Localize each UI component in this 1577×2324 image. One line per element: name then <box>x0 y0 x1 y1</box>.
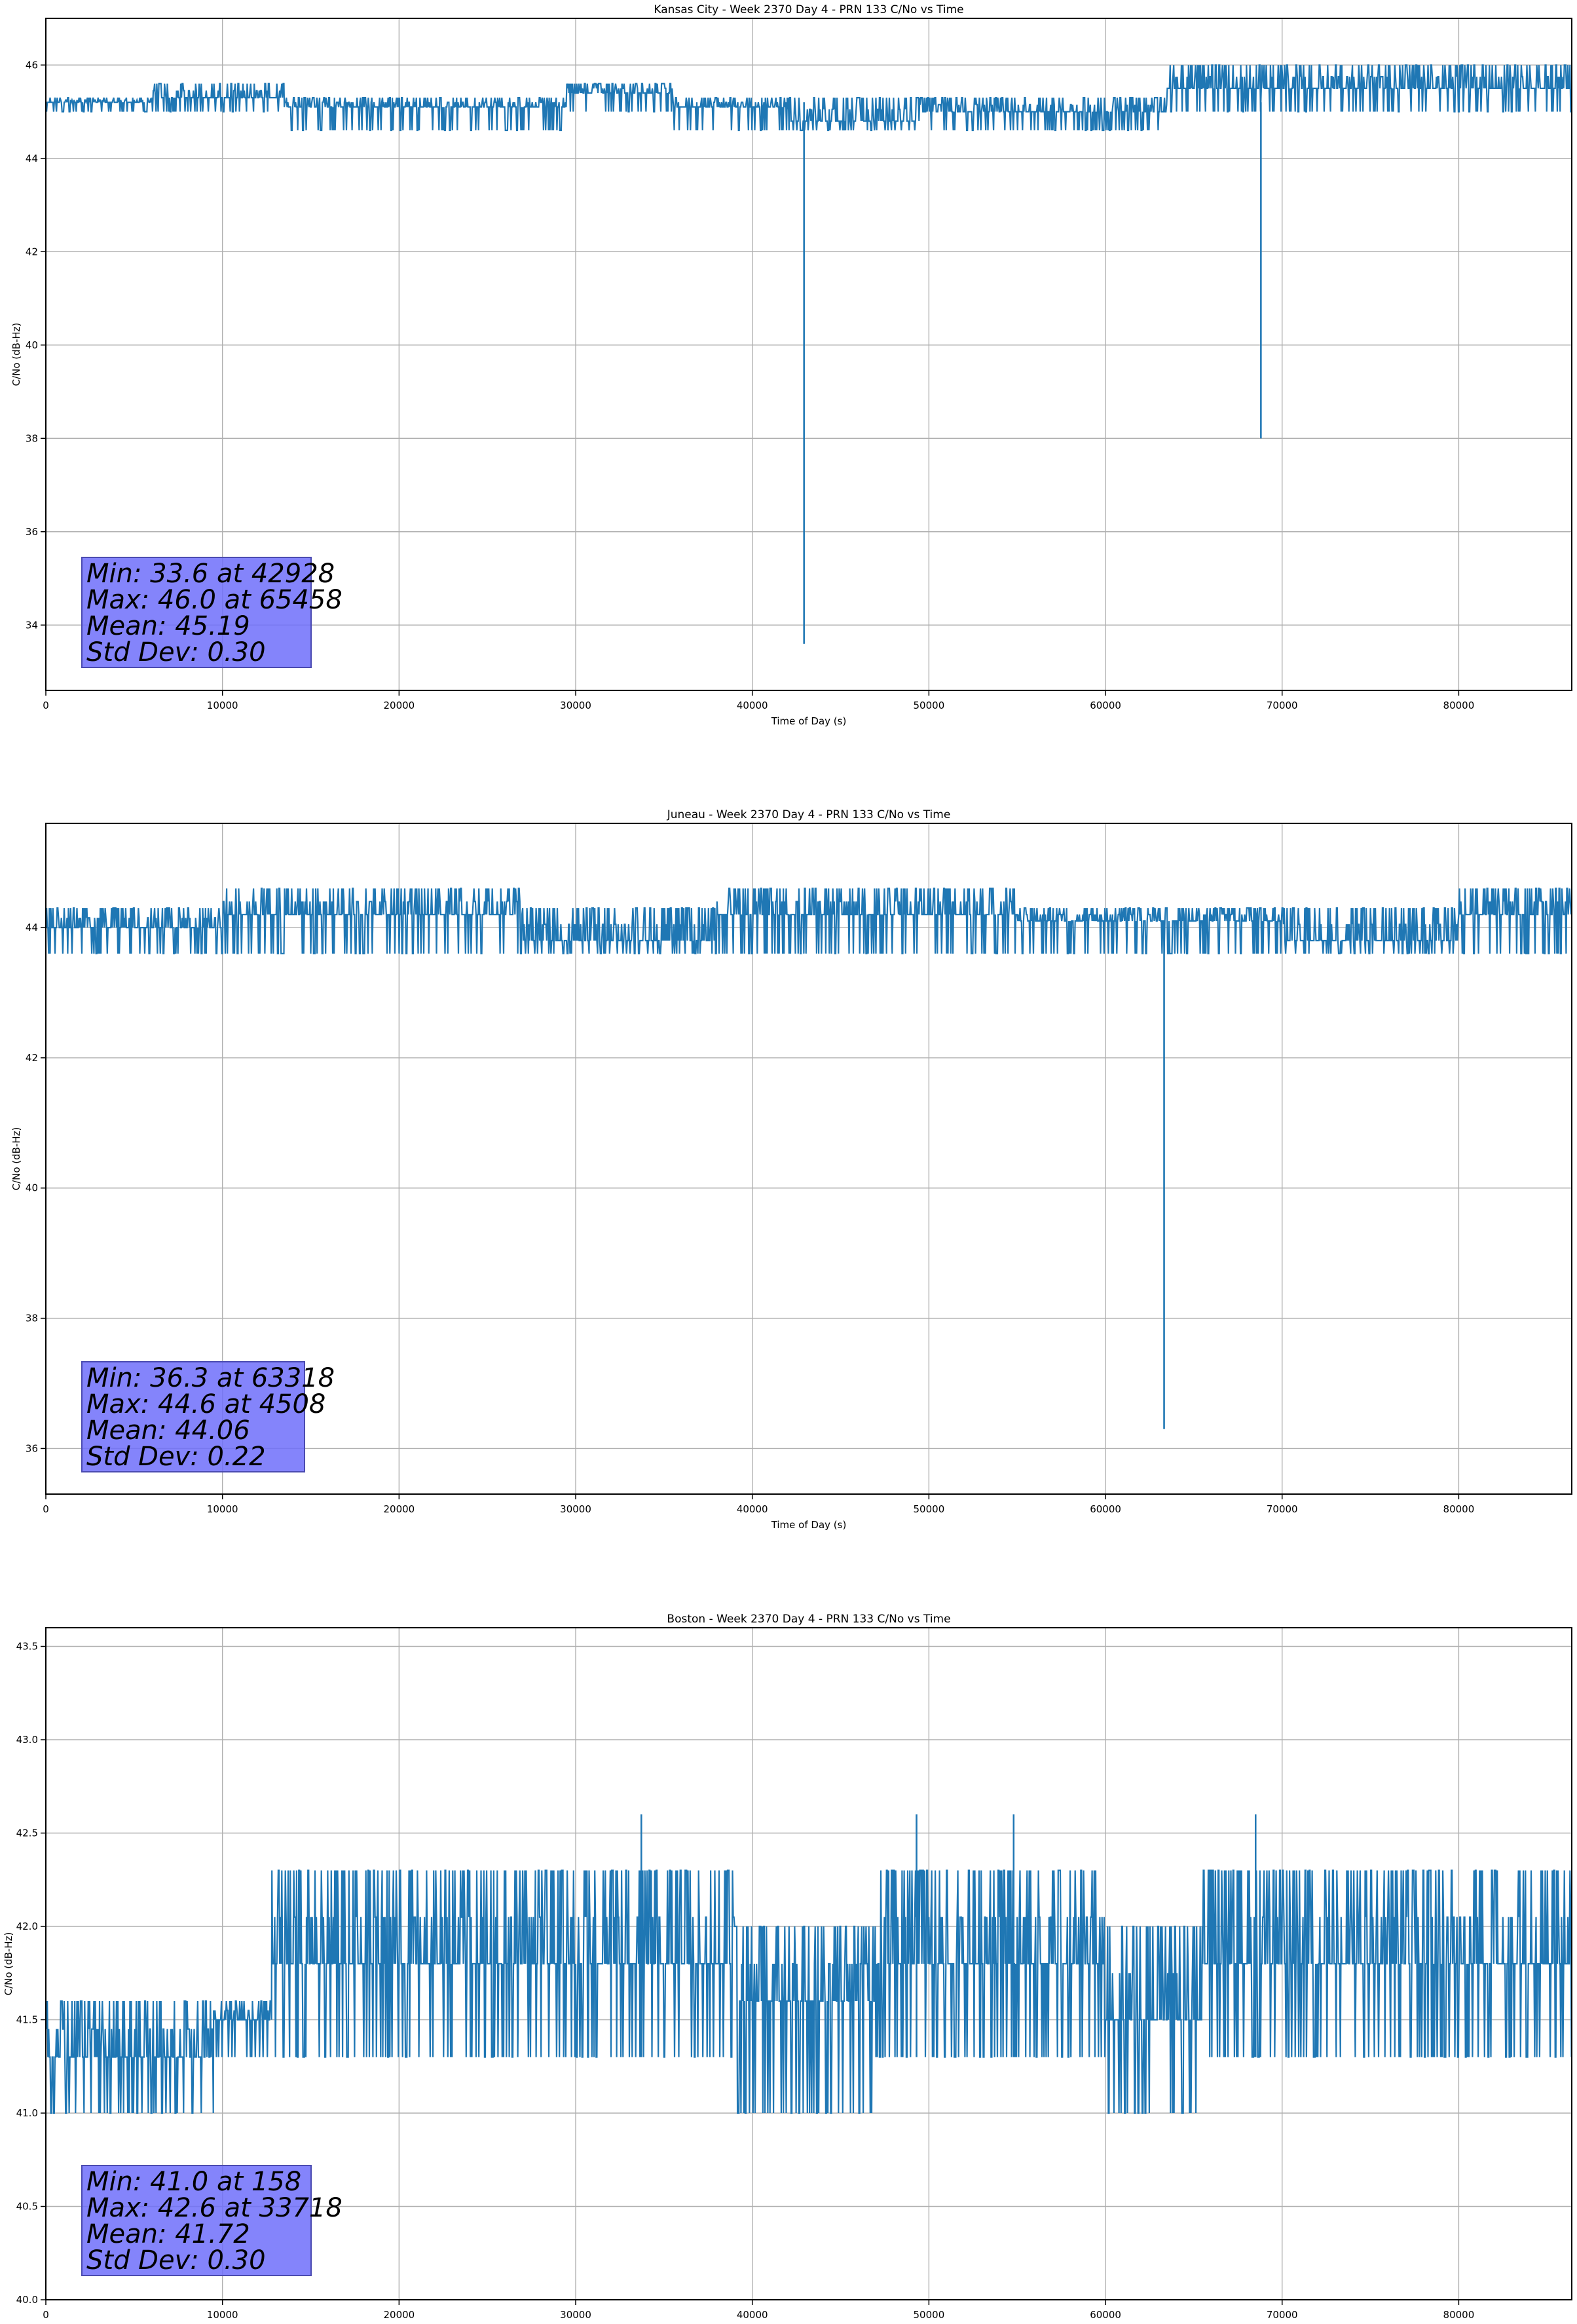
stat-std: Std Dev: 0.30 <box>86 2245 266 2276</box>
y-axis-label: C/No (dB-Hz) <box>10 323 22 386</box>
x-tick-label: 80000 <box>1443 1503 1475 1515</box>
x-tick-label: 50000 <box>914 2309 945 2321</box>
stat-max: Max: 44.6 at 4508 <box>86 1389 326 1419</box>
y-tick-label: 38 <box>26 432 38 444</box>
x-tick-label: 30000 <box>560 700 591 711</box>
x-tick-label: 20000 <box>383 700 415 711</box>
series-line <box>46 888 1572 1429</box>
x-tick-label: 70000 <box>1267 700 1298 711</box>
x-tick-label: 10000 <box>207 2309 238 2321</box>
chart-title: Kansas City - Week 2370 Day 4 - PRN 133 … <box>654 3 963 16</box>
x-tick-label: 60000 <box>1090 1503 1121 1515</box>
axes-frame <box>45 823 1572 1495</box>
y-tick-label: 46 <box>26 59 38 71</box>
y-tick-label: 44 <box>26 153 38 164</box>
chart-panel-0: 0 10000 20000 30000 40000 50000 60000 70000 8000… <box>10 3 1572 727</box>
x-tick-label: 80000 <box>1443 700 1475 711</box>
y-axis-label: C/No (dB-Hz) <box>3 1932 14 1996</box>
stat-std: Std Dev: 0.30 <box>86 637 266 667</box>
x-tick-label: 70000 <box>1267 2309 1298 2321</box>
x-tick-label: 50000 <box>914 700 945 711</box>
y-tick-label: 44 <box>26 922 38 933</box>
y-tick-label: 41.5 <box>16 2014 38 2026</box>
y-tick-label: 40 <box>26 1182 38 1194</box>
x-tick-label: 10000 <box>207 1503 238 1515</box>
y-tick-label: 42 <box>26 246 38 257</box>
chart-title: Juneau - Week 2370 Day 4 - PRN 133 C/No … <box>667 808 951 821</box>
x-tick-label: 0 <box>43 700 49 711</box>
y-tick-label: 42.5 <box>16 1827 38 1839</box>
y-tick-label: 38 <box>26 1313 38 1324</box>
axes-frame <box>45 1627 1572 2300</box>
chart-panel-2: 0 10000 20000 30000 40000 50000 60000 70000 8000… <box>3 1613 1572 2321</box>
stat-mean: Mean: 45.19 <box>86 611 250 641</box>
stat-mean: Mean: 41.72 <box>86 2219 250 2249</box>
chart-title: Boston - Week 2370 Day 4 - PRN 133 C/No … <box>667 1613 950 1626</box>
y-tick-label: 42 <box>26 1052 38 1064</box>
y-tick-label: 36 <box>26 526 38 538</box>
stat-min: Min: 36.3 at 63318 <box>86 1363 335 1393</box>
stat-std: Std Dev: 0.22 <box>86 1442 266 1472</box>
stat-min: Min: 33.6 at 42928 <box>86 559 335 589</box>
x-tick-label: 80000 <box>1443 2309 1475 2321</box>
y-tick-label: 40 <box>26 339 38 351</box>
stats-box-boston: Min: 41.0 at 158 Max: 42.6 at 33718 Mean… <box>81 2165 343 2276</box>
x-tick-label: 20000 <box>383 2309 415 2321</box>
stat-min: Min: 41.0 at 158 <box>86 2167 302 2197</box>
y-tick-label: 40.5 <box>16 2201 38 2213</box>
x-axis-label: Time of Day (s) <box>771 1519 847 1531</box>
y-tick-label: 36 <box>26 1442 38 1454</box>
x-tick-label: 40000 <box>737 1503 768 1515</box>
x-tick-label: 30000 <box>560 2309 591 2321</box>
x-tick-label: 50000 <box>914 1503 945 1515</box>
stat-max: Max: 42.6 at 33718 <box>86 2193 343 2223</box>
y-tick-label: 42.0 <box>16 1921 38 1932</box>
axes-frame <box>45 18 1572 691</box>
stats-box-kansas-city: Min: 33.6 at 42928 Max: 46.0 at 65458 Me… <box>81 557 343 668</box>
x-tick-label: 40000 <box>737 2309 768 2321</box>
y-tick-label: 41.0 <box>16 2107 38 2119</box>
x-tick-label: 0 <box>43 1503 49 1515</box>
x-tick-label: 40000 <box>737 700 768 711</box>
x-tick-label: 60000 <box>1090 700 1121 711</box>
x-tick-label: 30000 <box>560 1503 591 1515</box>
stat-mean: Mean: 44.06 <box>86 1415 250 1446</box>
y-tick-label: 40.0 <box>16 2294 38 2306</box>
y-tick-label: 34 <box>26 619 38 631</box>
x-axis-label: Time of Day (s) <box>771 715 847 727</box>
x-tick-label: 60000 <box>1090 2309 1121 2321</box>
y-axis-label: C/No (dB-Hz) <box>10 1127 22 1191</box>
series-line <box>46 1814 1572 2114</box>
stats-box-juneau: Min: 36.3 at 63318 Max: 44.6 at 4508 Mea… <box>81 1361 335 1472</box>
y-tick-label: 43.5 <box>16 1641 38 1653</box>
x-tick-label: 70000 <box>1267 1503 1298 1515</box>
chart-panel-1: 0 10000 20000 30000 40000 50000 60000 70000 8000… <box>10 808 1572 1531</box>
stat-max: Max: 46.0 at 65458 <box>86 585 343 615</box>
y-tick-label: 43.0 <box>16 1734 38 1746</box>
x-tick-label: 0 <box>43 2309 49 2321</box>
x-tick-label: 10000 <box>207 700 238 711</box>
x-tick-label: 20000 <box>383 1503 415 1515</box>
